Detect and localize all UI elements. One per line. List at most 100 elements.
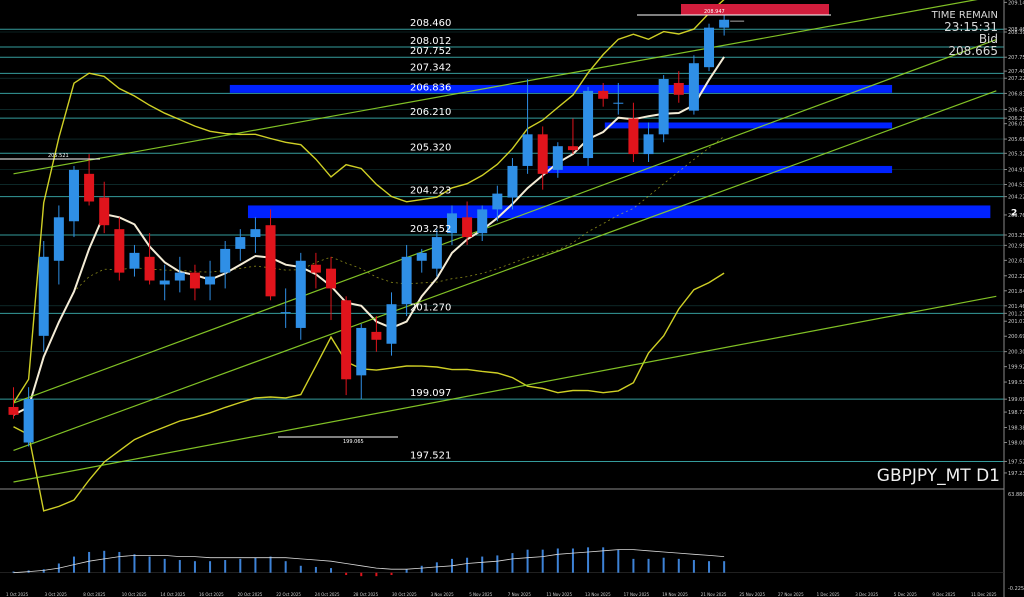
candle-body[interactable]	[522, 134, 533, 166]
date-tick-label: 5 Nov 2025	[469, 592, 493, 597]
candle-body[interactable]	[371, 331, 382, 340]
date-tick-label: 30 Oct 2025	[392, 592, 417, 597]
candle-body[interactable]	[250, 229, 261, 238]
candle-body[interactable]	[129, 252, 140, 269]
date-tick-label: 7 Nov 2025	[508, 592, 532, 597]
supply-demand-zone[interactable]	[247, 205, 991, 219]
candle-body[interactable]	[38, 256, 49, 336]
histogram-bar	[692, 560, 695, 573]
date-tick-label: 28 Oct 2025	[353, 592, 378, 597]
signal-line	[13, 549, 725, 574]
candle-body[interactable]	[567, 146, 578, 151]
price-tick-label: 197.230	[1008, 471, 1024, 477]
trend-line[interactable]	[13, 0, 997, 175]
trend-line[interactable]	[13, 38, 997, 404]
candle-body[interactable]	[99, 197, 110, 226]
histogram-bar	[677, 558, 680, 573]
histogram-bar	[511, 553, 514, 573]
candle-body[interactable]	[719, 19, 730, 28]
date-tick-label: 1 Oct 2025	[6, 592, 29, 597]
candle-body[interactable]	[295, 260, 306, 328]
trend-line[interactable]	[13, 90, 997, 451]
histogram-bar	[723, 561, 726, 573]
histogram-bar	[541, 549, 544, 573]
candle-body[interactable]	[462, 217, 473, 238]
candle-body[interactable]	[341, 300, 352, 380]
histogram-bar	[88, 551, 91, 573]
candle-body[interactable]	[144, 256, 155, 281]
supply-demand-zone[interactable]	[544, 165, 893, 174]
candle-body[interactable]	[8, 406, 19, 415]
date-tick-label: 3 Nov 2025	[431, 592, 455, 597]
candle-body[interactable]	[658, 79, 669, 135]
candle-body[interactable]	[401, 256, 412, 305]
date-tick-label: 3 Dec 2025	[855, 592, 878, 597]
zone-marker-label: 2	[1011, 208, 1017, 218]
candle-body[interactable]	[477, 209, 488, 234]
candle-body[interactable]	[416, 252, 427, 261]
candle-body[interactable]	[583, 90, 594, 159]
histogram-bar	[556, 548, 559, 573]
price-tick-label: 201.840	[1008, 289, 1024, 295]
price-level-label: 204.223	[410, 186, 451, 197]
price-tick-label: 200.690	[1008, 334, 1024, 340]
candle-body[interactable]	[265, 225, 276, 297]
candle-body[interactable]	[235, 237, 246, 249]
candle-body[interactable]	[53, 217, 64, 261]
histogram-bar	[269, 556, 272, 573]
supply-demand-zone[interactable]	[229, 84, 893, 93]
candle-body[interactable]	[205, 276, 216, 285]
candle-body[interactable]	[537, 134, 548, 174]
price-tick-label: 199.097	[1008, 397, 1024, 403]
price-level-label: 197.521	[410, 450, 451, 461]
date-tick-label: 19 Nov 2025	[662, 592, 688, 597]
date-tick-label: 9 Dec 2025	[932, 592, 955, 597]
candle-body[interactable]	[643, 134, 654, 155]
candle-body[interactable]	[68, 169, 79, 222]
date-tick-label: 1 Dec 2025	[817, 592, 840, 597]
price-level-label: 208.012	[410, 36, 451, 47]
price-tick-label: 205.320	[1008, 151, 1024, 157]
price-level-label: 199.097	[410, 388, 451, 399]
candle-body[interactable]	[220, 248, 231, 273]
histogram-bar	[602, 547, 605, 573]
histogram-bar	[647, 558, 650, 573]
histogram-bar	[662, 557, 665, 573]
trend-line[interactable]	[13, 295, 997, 483]
candle-body[interactable]	[552, 146, 563, 170]
candle-body[interactable]	[280, 312, 291, 314]
supply-demand-zone[interactable]	[604, 122, 893, 129]
candle-body[interactable]	[310, 264, 321, 273]
bid-label: Bid	[978, 32, 998, 46]
candle-body[interactable]	[159, 280, 170, 285]
candle-body[interactable]	[628, 118, 639, 155]
price-tick-label: 198.380	[1008, 426, 1024, 432]
price-tick-label: 201.460	[1008, 304, 1024, 310]
candle-body[interactable]	[189, 272, 200, 289]
candle-body[interactable]	[356, 327, 367, 376]
price-tag-box	[681, 4, 829, 15]
candle-body[interactable]	[704, 27, 715, 68]
candle-body[interactable]	[598, 90, 609, 99]
candle-body[interactable]	[613, 102, 624, 104]
candle-body[interactable]	[673, 82, 684, 95]
candle-body[interactable]	[386, 304, 397, 344]
candle-body[interactable]	[431, 237, 442, 269]
candle-body[interactable]	[688, 63, 699, 111]
histogram-bar	[103, 550, 106, 573]
candle-body[interactable]	[114, 229, 125, 273]
price-tick-label: 201.070	[1008, 319, 1024, 325]
candle-body[interactable]	[507, 165, 518, 198]
candle-body[interactable]	[326, 268, 337, 289]
candle-body[interactable]	[84, 173, 95, 202]
middle-band-line	[13, 135, 725, 416]
candle-body[interactable]	[23, 399, 34, 443]
histogram-bar	[617, 549, 620, 573]
candle-body[interactable]	[446, 213, 457, 234]
time-remain-value: 23:15:31	[944, 20, 998, 34]
candle-body[interactable]	[492, 193, 503, 210]
price-tick-label: 200.300	[1008, 350, 1024, 356]
date-tick-label: 25 Nov 2025	[739, 592, 765, 597]
candle-body[interactable]	[174, 272, 185, 281]
